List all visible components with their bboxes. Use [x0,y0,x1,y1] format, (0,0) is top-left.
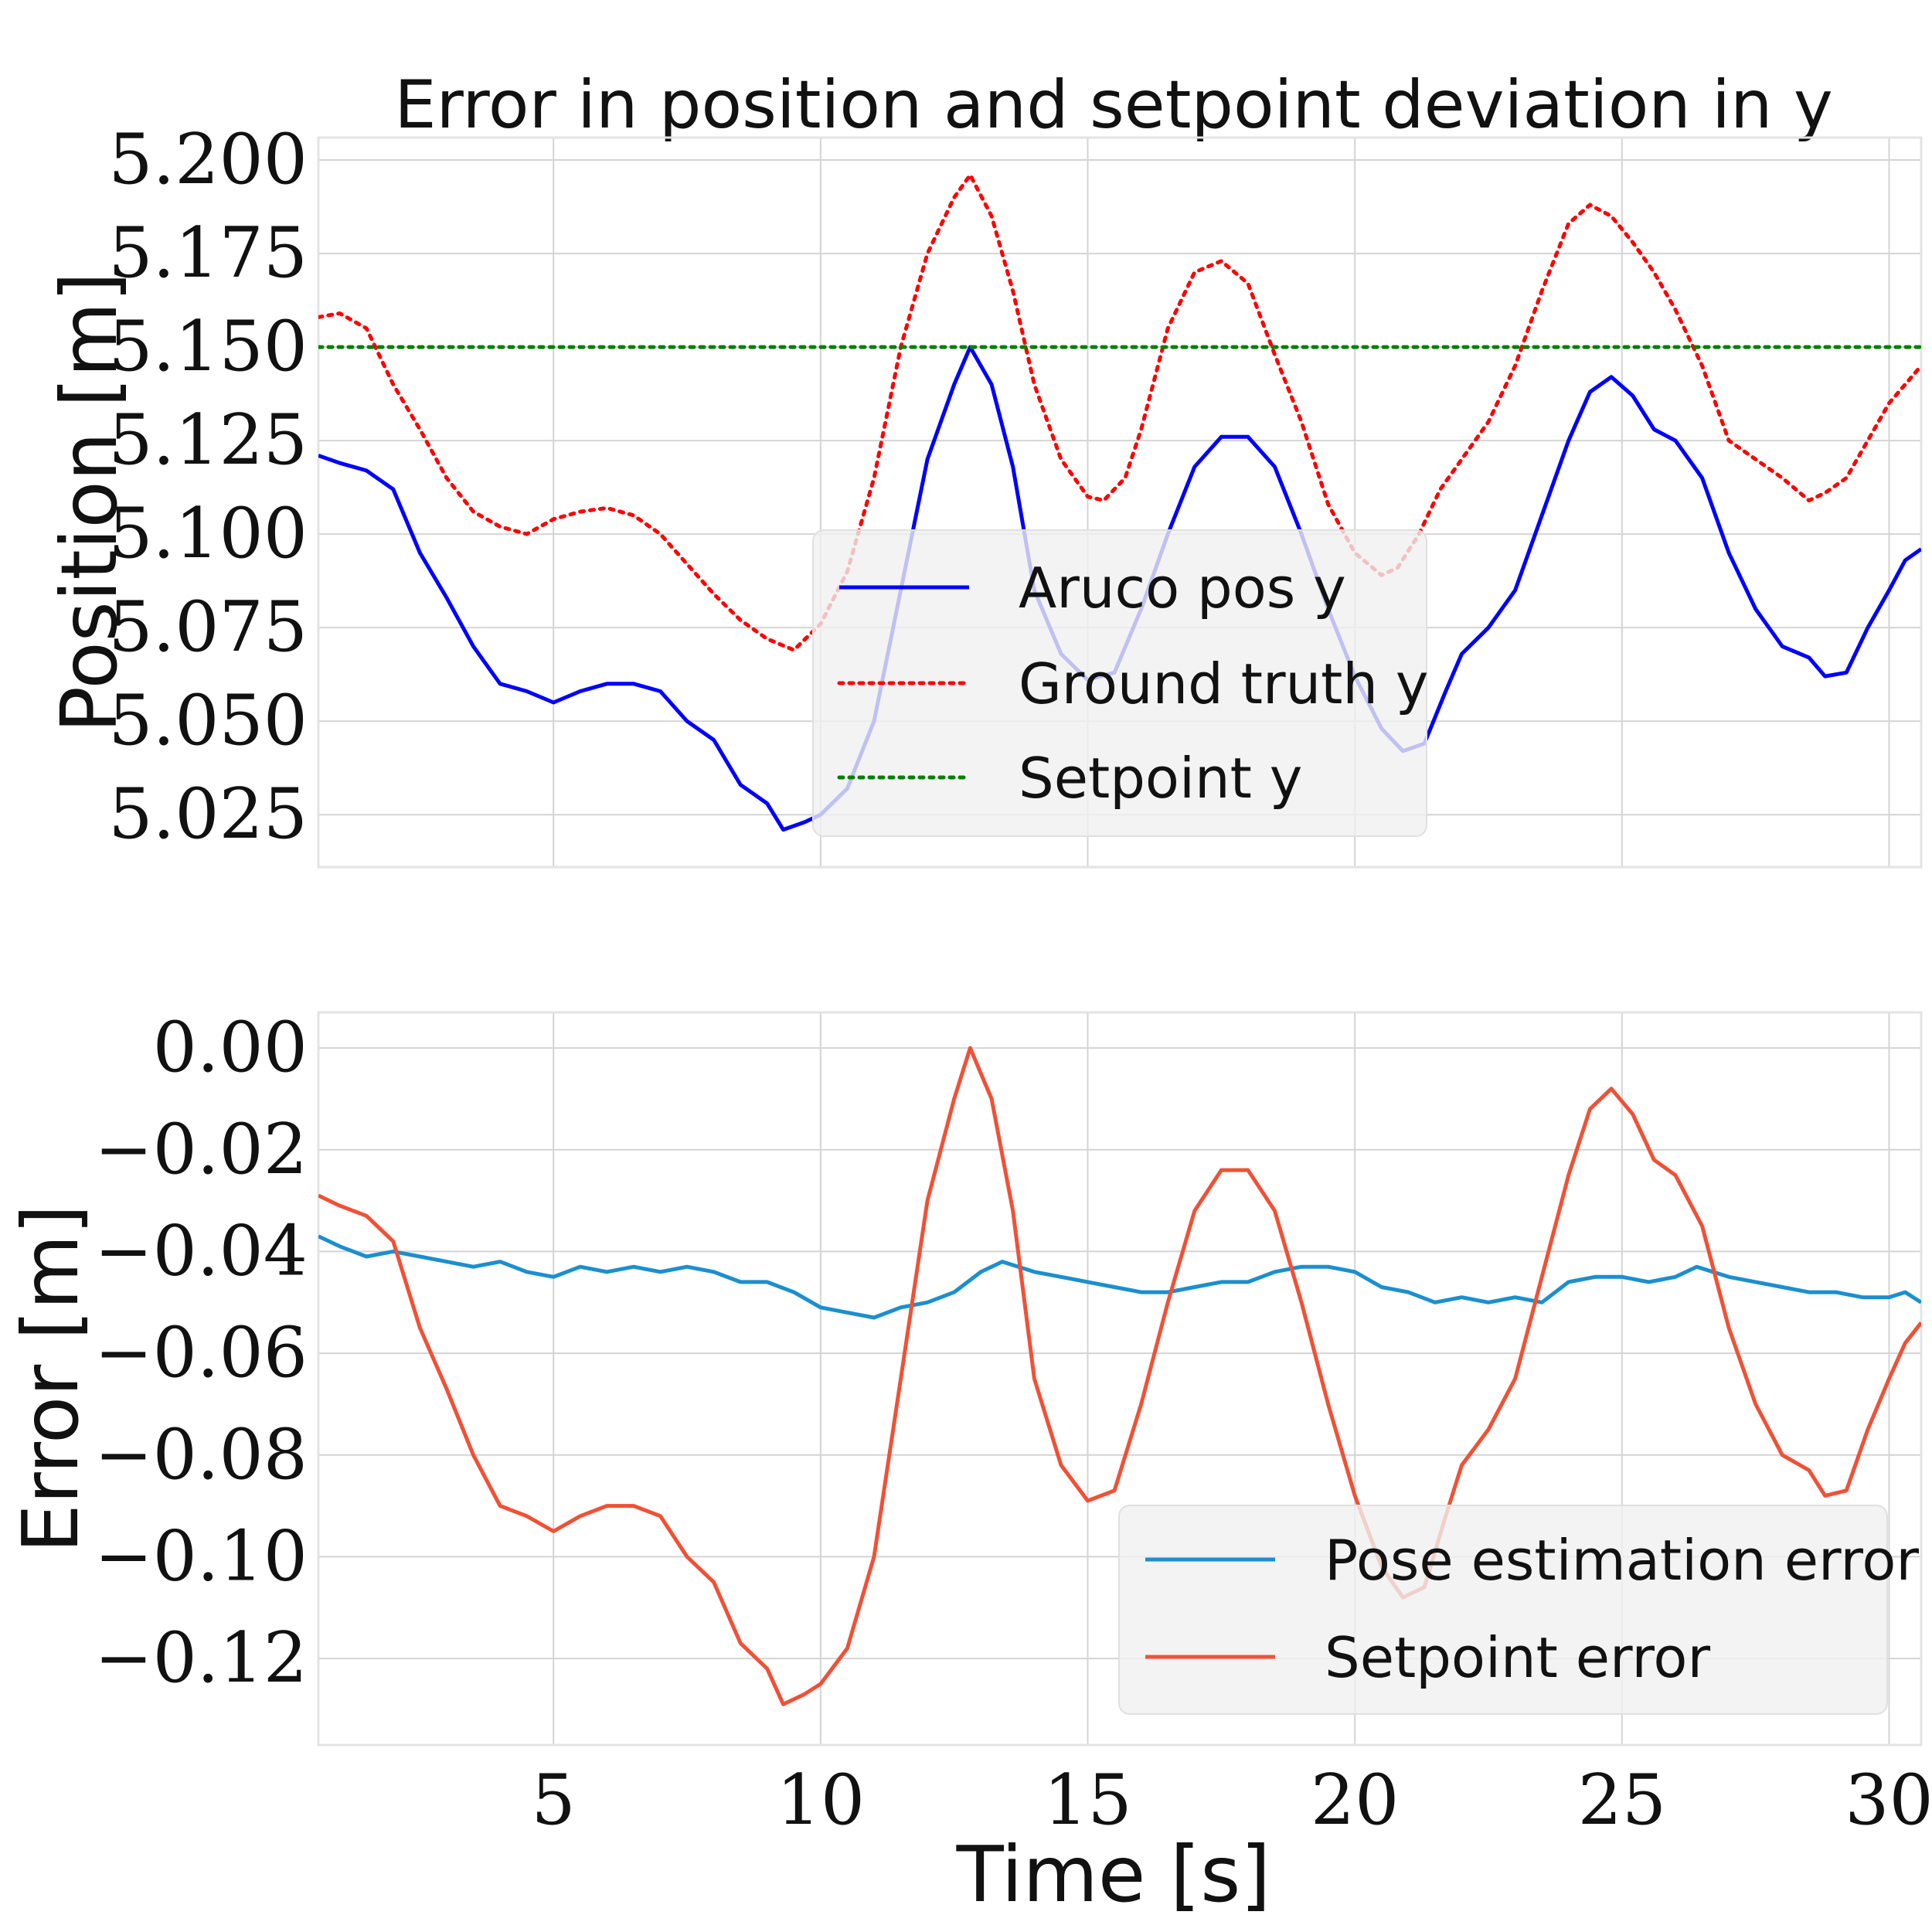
legend-label: Setpoint error [1325,1625,1710,1690]
legend-label: Ground truth y [1019,651,1429,716]
y-tick-label: 5.150 [108,306,308,387]
y-tick-label: 5.025 [108,774,308,855]
x-tick-label: 20 [1311,1760,1400,1841]
legend-frame [812,529,1427,837]
y-tick-label: −0.10 [94,1515,308,1597]
x-tick-label: 30 [1845,1760,1932,1841]
series-line-setpoint-error [318,1046,1921,1706]
legend: Aruco pos y Ground truth y Setpoint y [812,529,1429,837]
y-tick-label: −0.02 [94,1109,308,1190]
x-tick-label: 5 [532,1760,576,1841]
legend-label: Pose estimation error [1325,1528,1919,1593]
y-tick-label: 5.175 [108,213,308,294]
grid-lines [318,138,1921,867]
legend-label: Aruco pos y [1019,556,1346,621]
error-panel: −0.12 −0.10 −0.08 −0.06 −0.04 −0.02 0.00 5 10 15… [5,1007,1932,1920]
legend-frame [1118,1505,1888,1715]
x-axis-label: Time [s] [956,1829,1271,1920]
x-tick-label: 25 [1578,1760,1667,1841]
series-group [318,1046,1921,1706]
y-tick-label: 5.125 [108,400,308,481]
y-tick-label: 5.100 [108,493,308,574]
plot-frame [317,1011,1923,1747]
plot-frame [317,136,1923,869]
y-tick-label: 5.075 [108,587,308,668]
position-panel: Error in position and setpoint deviation… [44,66,1923,869]
legend-label: Setpoint y [1019,746,1302,811]
y-tick-labels: 5.025 5.050 5.075 5.100 5.125 5.150 5.175 5.200 [108,119,308,855]
legend: Pose estimation error Setpoint error [1118,1505,1919,1715]
y-axis-label: Position [m] [44,272,134,733]
y-tick-label: 5.200 [108,119,308,200]
series-line-pose-estimation-error [318,1234,1921,1320]
y-tick-label: −0.08 [94,1414,308,1495]
x-tick-label: 10 [777,1760,866,1841]
y-axis-label: Error [m] [5,1205,96,1553]
y-tick-label: 5.050 [108,680,308,761]
y-tick-label: 0.00 [153,1007,308,1088]
y-tick-label: −0.12 [94,1617,308,1699]
y-tick-labels: −0.12 −0.10 −0.08 −0.06 −0.04 −0.02 0.00 [94,1007,308,1699]
x-tick-labels: 5 10 15 20 25 30 [532,1760,1932,1841]
y-tick-label: −0.06 [94,1312,308,1393]
x-tick-label: 15 [1043,1760,1132,1841]
y-tick-label: −0.04 [94,1210,308,1291]
series-line-ground-truth-y [318,172,1921,652]
chart-title: Error in position and setpoint deviation… [394,66,1833,144]
